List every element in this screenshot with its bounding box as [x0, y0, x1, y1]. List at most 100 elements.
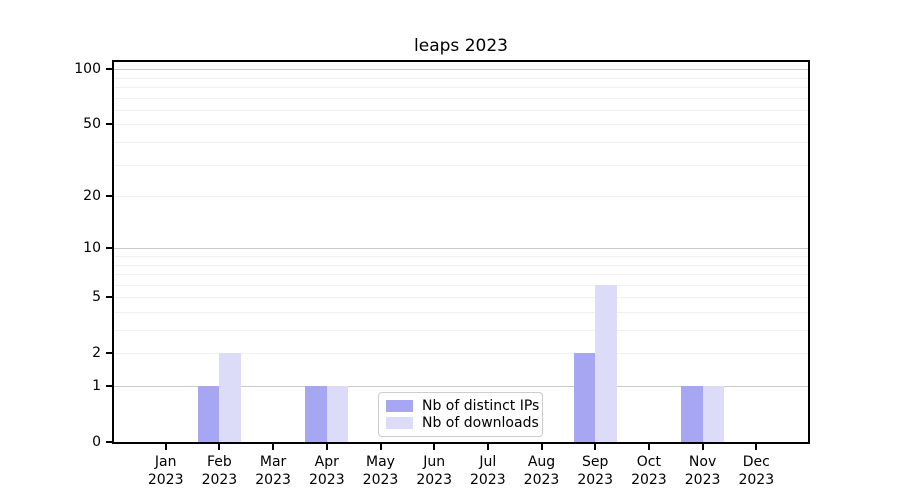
x-tick-label: Mar 2023 — [255, 453, 291, 489]
x-tick-label: Nov 2023 — [685, 453, 721, 489]
y-minor-gridline — [114, 87, 808, 88]
chart-title: leaps 2023 — [414, 36, 508, 56]
x-tick-year: 2023 — [147, 472, 184, 488]
y-tick-mark — [106, 441, 112, 443]
x-tick-year: 2023 — [577, 472, 614, 488]
y-minor-gridline — [114, 330, 808, 331]
x-tick-month: Dec — [742, 454, 770, 470]
x-tick-year: 2023 — [255, 472, 291, 488]
x-tick-month: Jan — [154, 454, 177, 470]
y-minor-gridline — [114, 164, 808, 166]
y-tick-label: 50 — [83, 116, 101, 133]
y-minor-gridline — [114, 353, 808, 355]
legend-label: Nb of downloads — [422, 415, 539, 431]
x-tick-month: Oct — [636, 454, 661, 470]
y-minor-gridline — [114, 124, 808, 126]
y-minor-gridline — [114, 109, 808, 111]
x-tick-mark — [701, 444, 704, 450]
x-tick-month: Mar — [259, 454, 287, 470]
x-tick-year: 2023 — [523, 472, 560, 488]
x-tick-month: May — [366, 454, 395, 470]
y-tick-label: 20 — [83, 188, 101, 205]
x-tick-month: Sep — [581, 454, 609, 470]
y-tick-label: 100 — [74, 61, 101, 78]
x-tick-mark — [755, 444, 758, 450]
bar-distinct-ips — [305, 386, 327, 442]
y-tick-mark — [106, 195, 112, 198]
y-tick-label: 1 — [92, 378, 101, 394]
x-tick-mark — [594, 444, 597, 450]
x-tick-month: Feb — [206, 454, 232, 470]
y-minor-gridline — [114, 284, 808, 286]
x-tick-label: Apr 2023 — [309, 453, 345, 489]
y-tick-mark — [106, 68, 112, 71]
y-tick-mark — [106, 385, 112, 387]
x-tick-mark — [540, 444, 543, 450]
x-tick-label: Oct 2023 — [631, 453, 667, 489]
x-tick-month: Jun — [423, 454, 446, 470]
x-tick-mark — [218, 444, 221, 450]
x-tick-label: Jan 2023 — [148, 453, 184, 489]
x-tick-mark — [486, 444, 489, 450]
bar-downloads — [219, 353, 241, 442]
x-tick-year: 2023 — [362, 472, 399, 488]
y-minor-gridline — [114, 77, 808, 79]
x-tick-mark — [325, 444, 328, 450]
y-minor-gridline — [114, 274, 808, 275]
x-tick-year: 2023 — [469, 472, 506, 488]
x-tick-label: Jun 2023 — [416, 453, 452, 489]
y-minor-gridline — [114, 312, 808, 313]
x-tick-year: 2023 — [738, 472, 775, 488]
x-tick-month: Nov — [688, 454, 717, 470]
x-tick-mark — [433, 444, 436, 450]
bar-distinct-ips — [197, 386, 220, 442]
y-major-gridline — [114, 69, 808, 71]
x-tick-year: 2023 — [201, 472, 238, 488]
y-minor-gridline — [114, 297, 808, 299]
legend-item: Nb of downloads — [386, 415, 539, 431]
x-tick-mark — [379, 444, 382, 450]
x-tick-month: Apr — [314, 454, 339, 470]
y-major-gridline — [114, 386, 808, 387]
x-tick-label: Dec 2023 — [738, 453, 774, 489]
bar-downloads — [326, 386, 349, 442]
y-minor-gridline — [114, 256, 808, 257]
y-tick-mark — [106, 123, 112, 126]
x-tick-month: Jul — [479, 454, 497, 470]
legend-item: Nb of distinct IPs — [386, 398, 539, 414]
y-tick-label: 10 — [83, 240, 101, 257]
y-tick-label: 5 — [92, 289, 101, 306]
x-tick-label: Feb 2023 — [202, 453, 238, 489]
y-tick-mark — [106, 247, 112, 250]
x-tick-mark — [164, 444, 167, 450]
legend-label: Nb of distinct IPs — [422, 398, 540, 414]
y-tick-label: 2 — [92, 345, 101, 362]
legend-swatch — [386, 417, 413, 429]
y-minor-gridline — [114, 97, 808, 99]
plot-area — [112, 60, 810, 444]
bar-distinct-ips — [681, 386, 703, 442]
legend: Nb of distinct IPs Nb of downloads — [378, 392, 543, 437]
x-tick-mark — [272, 444, 275, 450]
x-tick-label: May 2023 — [363, 453, 399, 489]
y-minor-gridline — [114, 264, 808, 266]
x-tick-label: Jul 2023 — [470, 453, 506, 489]
bar-downloads — [595, 284, 617, 442]
bar-downloads — [702, 386, 725, 442]
x-tick-year: 2023 — [684, 472, 721, 488]
x-tick-label: Sep 2023 — [577, 453, 613, 489]
x-tick-mark — [647, 444, 650, 450]
x-tick-year: 2023 — [631, 472, 667, 488]
y-major-gridline — [114, 248, 808, 250]
bar-distinct-ips — [573, 353, 596, 442]
x-tick-label: Aug 2023 — [524, 453, 560, 489]
x-tick-month: Aug — [527, 454, 556, 470]
y-tick-mark — [106, 296, 112, 299]
y-minor-gridline — [114, 196, 808, 198]
y-minor-gridline — [114, 142, 808, 143]
x-tick-year: 2023 — [308, 472, 345, 488]
y-tick-label: 0 — [92, 434, 101, 450]
y-tick-mark — [106, 352, 112, 355]
x-tick-year: 2023 — [416, 472, 453, 488]
